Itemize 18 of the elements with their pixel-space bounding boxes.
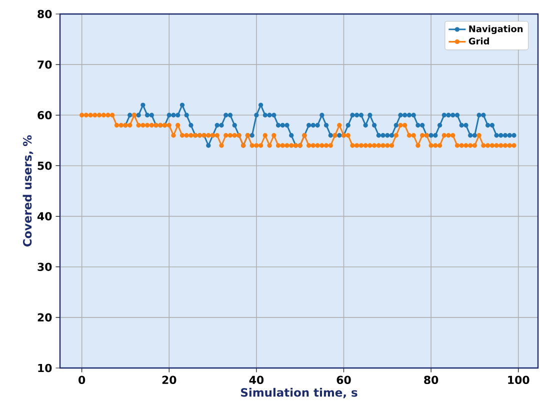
y-tick-label: 50 (38, 162, 52, 170)
y-tick-label: 40 (37, 212, 52, 220)
y-tick-label: 70 (38, 60, 52, 69)
x-tick-label: 0 (78, 376, 86, 384)
legend-label: Grid (468, 38, 489, 44)
x-tick-label: 80 (424, 376, 438, 384)
x-tick-label: 60 (336, 376, 351, 384)
x-tick-label: 100 (508, 376, 530, 384)
legend-label: Navigation (469, 25, 523, 34)
x-axis-title: Simulation time, s (241, 388, 358, 398)
y-axis-title: Covered users, % (22, 135, 34, 247)
y-tick-label: 60 (38, 111, 52, 120)
y-tick-label: 20 (38, 313, 52, 322)
x-tick-label: 20 (162, 376, 176, 384)
y-tick-label: 80 (38, 10, 52, 18)
y-tick-label: 10 (38, 364, 52, 372)
y-tick-label: 30 (38, 262, 52, 272)
x-tick-label: 40 (249, 376, 264, 384)
